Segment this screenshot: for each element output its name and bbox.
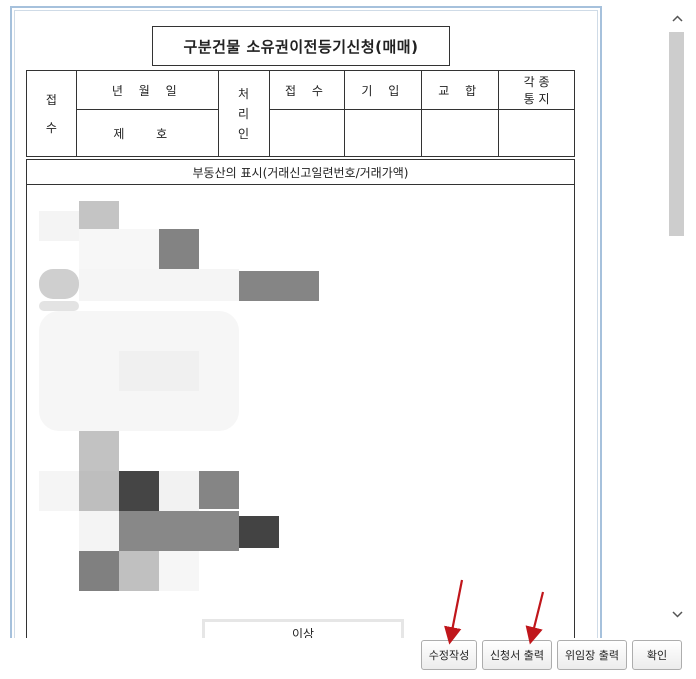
- redaction-block: [119, 511, 239, 551]
- document-page: 구분건물 소유권이전등기신청(매매) 접 수 년 월 일 처 리 인 접 수: [14, 10, 598, 638]
- print-power-of-attorney-button[interactable]: 위임장 출력: [557, 640, 627, 670]
- col-notice: 각 종 통 지: [498, 70, 575, 110]
- redaction-block: [79, 511, 119, 551]
- document-title: 구분건물 소유권이전등기신청(매매): [152, 26, 450, 66]
- col-entry: 기 입: [344, 70, 423, 110]
- document-viewer: 구분건물 소유권이전등기신청(매매) 접 수 년 월 일 처 리 인 접 수: [10, 6, 602, 638]
- redaction-block: [239, 271, 319, 301]
- redaction-block: [239, 516, 279, 548]
- redaction-block: [39, 211, 79, 241]
- redaction-block: [39, 269, 79, 299]
- receipt-label-1: 접: [45, 92, 57, 107]
- property-section: 부동산의 표시(거래신고일련번호/거래가액): [26, 159, 575, 638]
- receipt-value: [268, 109, 346, 157]
- redaction-block: [79, 269, 239, 301]
- scroll-thumb[interactable]: [669, 32, 684, 236]
- redaction-block: [159, 229, 199, 269]
- col-notice-1: 각 종: [523, 75, 550, 89]
- redaction-block: [39, 301, 79, 311]
- processing-label-2: 리: [238, 106, 250, 121]
- notice-value: [498, 109, 575, 157]
- redaction-block: [79, 471, 119, 511]
- confirm-button[interactable]: 확인: [632, 640, 682, 670]
- receipt-label-cell: 접 수: [26, 70, 77, 157]
- redaction-block: [79, 431, 119, 471]
- redaction-block: [159, 471, 199, 511]
- print-application-button[interactable]: 신청서 출력: [482, 640, 552, 670]
- processing-label-cell: 처 리 인: [217, 70, 270, 157]
- vertical-scrollbar[interactable]: [667, 8, 687, 626]
- check-value: [421, 109, 500, 157]
- redaction-block: [79, 201, 119, 229]
- redaction-block: [199, 471, 239, 509]
- redaction-block: [119, 471, 159, 511]
- redaction-block: [159, 551, 199, 591]
- receipt-table: 접 수 년 월 일 처 리 인 접 수 기 입 교 합 각 종 통 지: [26, 70, 575, 157]
- scroll-up-icon[interactable]: [667, 8, 687, 28]
- col-check: 교 합: [421, 70, 500, 110]
- processing-label-1: 처: [238, 86, 250, 101]
- redaction-block: [119, 551, 159, 591]
- col-receipt: 접 수: [268, 70, 346, 110]
- redaction-block: [79, 551, 119, 591]
- date-label: 년 월 일: [75, 70, 219, 110]
- col-notice-2: 통 지: [523, 92, 550, 106]
- end-marker: 이상: [202, 619, 404, 638]
- receipt-label-2: 수: [45, 120, 57, 135]
- entry-value: [344, 109, 423, 157]
- processing-label-3: 인: [238, 126, 250, 141]
- redaction-block: [39, 471, 79, 511]
- edit-button[interactable]: 수정작성: [421, 640, 477, 670]
- property-header: 부동산의 표시(거래신고일련번호/거래가액): [27, 160, 574, 185]
- redaction-block: [79, 229, 159, 269]
- scroll-down-icon[interactable]: [667, 604, 687, 624]
- number-label: 제 호: [75, 109, 219, 157]
- redaction-block: [119, 351, 199, 391]
